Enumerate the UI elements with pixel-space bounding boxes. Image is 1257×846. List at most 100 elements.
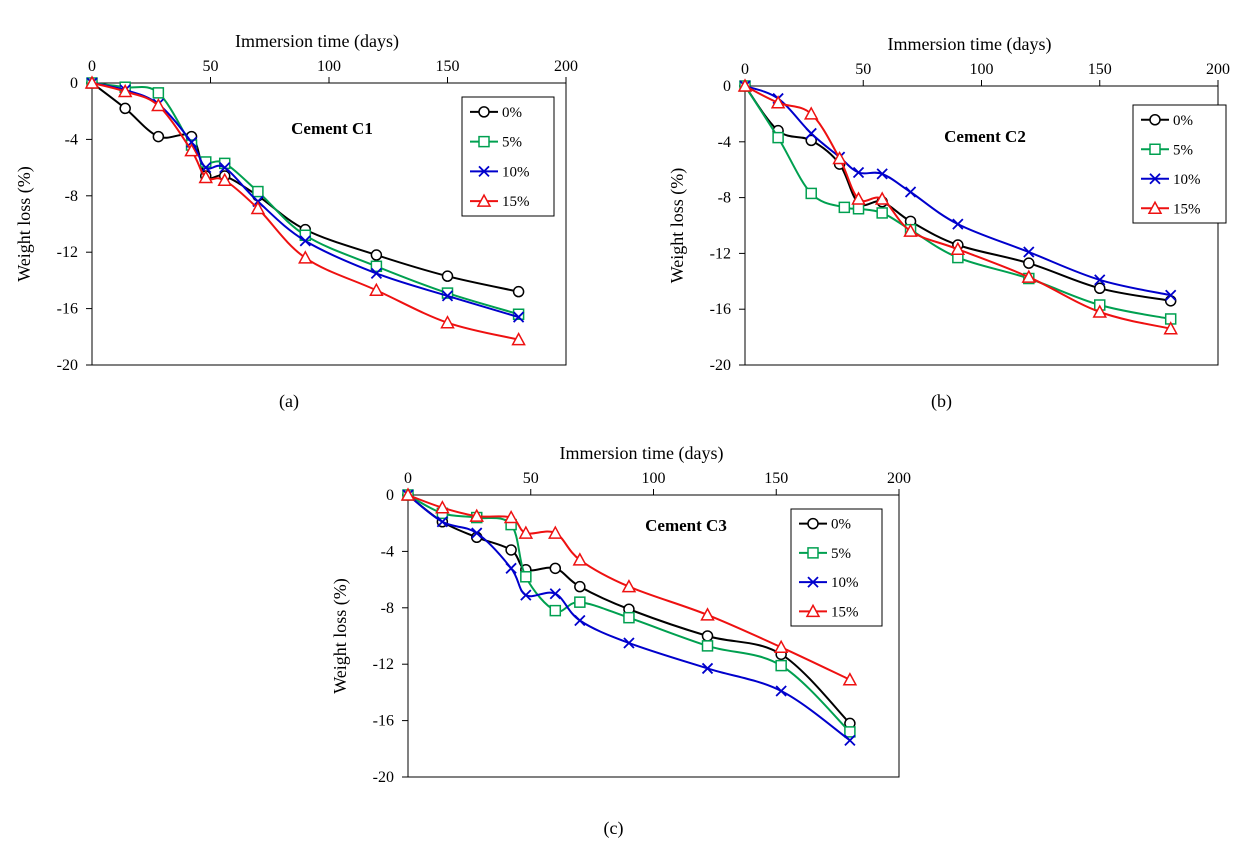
legend-label: 0% [502,105,522,121]
data-point [549,604,562,617]
data-point [219,161,231,174]
legend-marker [1147,200,1163,214]
y-tick-label: -12 [57,244,78,261]
data-point [770,95,786,109]
chart-title: Cement C1 [291,119,373,138]
legend-marker [1149,173,1161,185]
legend-box [461,96,555,217]
data-point [469,508,485,522]
y-tick-label: -20 [373,769,394,786]
legend-label: 5% [831,546,851,562]
data-point [198,169,214,184]
data-point [773,639,789,654]
legend-label: 15% [502,194,530,210]
data-point [84,75,100,89]
data-point [441,287,454,299]
data-point [299,235,311,247]
data-point [250,200,266,215]
legend-label: 15% [831,604,859,620]
chart-title: Cement C2 [944,127,1026,146]
data-point [370,267,383,279]
data-point [298,250,313,264]
data-point [1023,246,1035,258]
data-point [950,241,966,255]
y-tick-label: -12 [710,245,731,262]
data-point [775,685,787,697]
legend-label: 5% [502,135,522,151]
legend-marker [1149,143,1161,155]
legend-label: 10% [1173,172,1201,188]
data-point [803,106,819,120]
x-tick-label: 200 [554,58,578,75]
data-point [700,607,715,621]
data-point [151,97,166,112]
y-tick-label: 0 [70,75,78,92]
y-tick-label: -20 [57,357,78,374]
panel-caption: (c) [604,818,624,839]
series-line [91,82,519,316]
y-tick-label: -8 [381,600,394,617]
legend-label: 15% [1173,201,1201,217]
x-tick-label: 200 [1206,61,1230,78]
data-point [1165,289,1177,301]
x-tick-label: 100 [970,61,994,78]
x-tick-label: 0 [404,470,412,487]
legend: 0% 5% 10% 15% [461,96,555,217]
data-point [1094,274,1106,286]
data-point [952,218,964,230]
data-point [572,552,588,566]
x-tick-label: 100 [317,58,341,75]
data-point [441,290,454,302]
y-tick-label: -16 [373,713,394,730]
y-tick-label: -8 [718,190,731,207]
y-axis-title: Weight loss (%) [667,168,688,284]
data-point [903,223,918,237]
data-point [775,659,787,672]
data-point [574,614,586,627]
legend-label: 0% [1173,113,1193,129]
data-point [435,500,450,514]
data-point [1021,269,1037,283]
data-point [874,191,890,205]
y-tick-label: -4 [381,543,394,560]
data-point [805,187,817,200]
data-point [1023,257,1035,269]
y-tick-label: -20 [710,357,731,374]
data-point [701,630,714,642]
data-point [904,186,917,198]
legend-label: 0% [831,517,851,533]
chart-title: Cement C3 [645,516,727,535]
data-point [623,637,635,649]
chart-panel-2: 0 50 100 150 200 0 -4 -8 -12 -16 -20 Immersion time… [667,34,1230,412]
panel-caption: (a) [279,391,299,412]
x-tick-label: 150 [436,58,460,75]
data-point [370,260,383,273]
series-2 [739,80,1177,325]
x-tick-label: 100 [642,470,666,487]
legend-marker [478,135,490,148]
data-point [549,588,561,600]
y-axis-title: Weight loss (%) [14,166,35,282]
data-point [876,168,888,180]
data-point [772,131,784,144]
y-tick-label: -16 [710,301,731,318]
data-point [184,143,199,157]
legend: 0% 5% 10% 15% [790,508,883,627]
data-point [1092,304,1108,318]
data-point [252,185,264,198]
data-point [471,527,483,539]
legend-box [790,508,883,627]
x-axis-title: Immersion time (days) [560,443,724,464]
data-point [838,201,851,214]
y-tick-label: -4 [718,134,731,151]
legend-marker [807,517,819,530]
series-3 [86,77,525,323]
data-point [701,640,714,652]
legend-marker [1149,114,1161,126]
data-point [805,127,817,140]
data-point [152,130,165,143]
x-tick-label: 50 [203,58,219,75]
y-tick-label: -8 [65,188,78,205]
legend-marker [478,165,490,178]
